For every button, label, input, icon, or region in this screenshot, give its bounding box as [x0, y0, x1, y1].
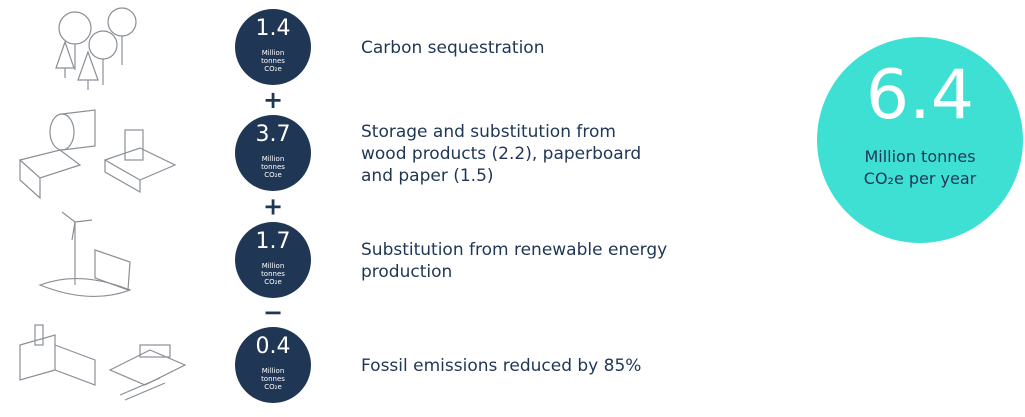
total-unit: CO₂e per year [864, 169, 977, 188]
unit: CO₂e [264, 171, 282, 179]
description: Carbon sequestration [361, 38, 544, 58]
value: 0.4 [256, 334, 291, 359]
description: and paper (1.5) [361, 166, 494, 186]
infographic: 1.4MilliontonnesCO₂eCarbon sequestration… [0, 0, 1025, 417]
total-badge: 6.4 Million tonnes CO₂e per year [817, 37, 1023, 243]
unit: CO₂e [264, 278, 282, 286]
forest-icon [56, 8, 136, 90]
unit: Million [262, 262, 285, 270]
unit: CO₂e [264, 383, 282, 391]
description: Fossil emissions reduced by 85% [361, 356, 641, 376]
value: 1.4 [256, 16, 291, 41]
unit: CO₂e [264, 65, 282, 73]
value: 1.7 [256, 229, 291, 254]
unit: Million [262, 367, 285, 375]
operator: − [263, 299, 283, 327]
description: production [361, 262, 452, 282]
unit: tonnes [261, 163, 285, 171]
description: Substitution from renewable energy [361, 240, 667, 260]
operator: + [263, 86, 283, 114]
unit: Million [262, 49, 285, 57]
industry-icon [20, 325, 185, 400]
unit: tonnes [261, 270, 285, 278]
unit: tonnes [261, 375, 285, 383]
energy-icon [40, 212, 130, 296]
unit: Million [262, 155, 285, 163]
description: Storage and substitution from [361, 122, 616, 142]
total-unit: Million tonnes [864, 147, 975, 166]
unit: tonnes [261, 57, 285, 65]
description: wood products (2.2), paperboard [361, 144, 641, 164]
total-value: 6.4 [866, 56, 974, 135]
value: 3.7 [256, 122, 291, 147]
wood-products-icon [20, 110, 175, 198]
operator: + [263, 193, 283, 221]
